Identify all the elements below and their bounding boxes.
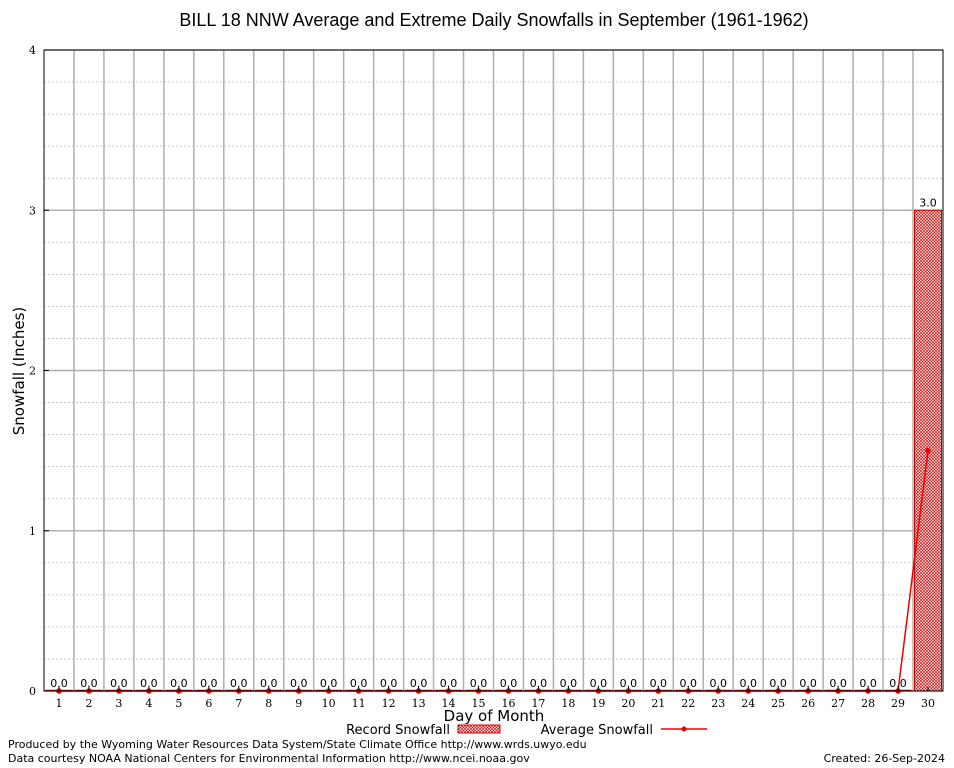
record-value-label: 0.0 [680,677,698,690]
y-axis-label: Snowfall (Inches) [10,307,28,435]
record-value-label: 0.0 [799,677,817,690]
legend-record-label: Record Snowfall [346,723,450,738]
footer-produced-by: Produced by the Wyoming Water Resources … [8,738,587,751]
x-tick-label: 10 [322,697,336,710]
x-tick-label: 17 [531,697,545,710]
record-value-label: 0.0 [260,677,278,690]
record-value-label: 0.0 [170,677,188,690]
legend: Record Snowfall Average Snowfall [346,723,707,738]
record-value-label: 0.0 [350,677,368,690]
x-tick-label: 20 [621,697,635,710]
record-value-label: 0.0 [530,677,548,690]
record-value-label: 0.0 [200,677,218,690]
footer-created-date: Created: 26-Sep-2024 [824,752,945,765]
x-axis-label: Day of Month [444,707,545,725]
x-tick-label: 23 [711,697,725,710]
x-tick-label: 18 [561,697,575,710]
record-value-label: 0.0 [710,677,728,690]
grid [44,49,943,692]
x-tick-label: 21 [651,697,665,710]
record-value-label: 0.0 [769,677,787,690]
y-tick-label: 0 [29,685,36,698]
record-value-label: 0.0 [500,677,518,690]
x-tick-label: 14 [442,697,456,710]
record-value-label: 0.0 [440,677,458,690]
x-tick-label: 1 [55,697,62,710]
y-tick-label: 2 [29,365,36,378]
footer-data-courtesy: Data courtesy NOAA National Centers for … [8,752,530,765]
record-value-label: 0.0 [739,677,757,690]
x-tick-label: 11 [352,697,366,710]
record-value-label: 0.0 [50,677,68,690]
legend-record-swatch [457,724,501,734]
x-tick-label: 3 [115,697,122,710]
record-value-label: 0.0 [560,677,578,690]
record-value-label: 0.0 [230,677,248,690]
x-tick-label: 22 [681,697,695,710]
x-tick-label: 29 [891,697,905,710]
legend-average-label: Average Snowfall [541,723,653,738]
record-value-label: 0.0 [110,677,128,690]
x-tick-label: 7 [235,697,242,710]
x-tick-label: 19 [591,697,605,710]
record-value-label: 0.0 [80,677,98,690]
record-value-label: 0.0 [470,677,488,690]
legend-average-marker [681,726,687,732]
y-tick-label: 4 [29,44,36,57]
record-value-label: 0.0 [590,677,608,690]
x-tick-label: 30 [921,697,935,710]
record-value-label: 0.0 [620,677,638,690]
x-tick-label: 4 [145,697,152,710]
x-tick-label: 12 [382,697,396,710]
record-value-label: 3.0 [919,196,937,209]
chart-title: BILL 18 NNW Average and Extreme Daily Sn… [179,10,808,30]
x-tick-label: 6 [205,697,212,710]
x-tick-label: 9 [295,697,302,710]
x-tick-label: 16 [501,697,515,710]
x-tick-label: 15 [472,697,486,710]
x-tick-label: 27 [831,697,845,710]
record-value-label: 0.0 [140,677,158,690]
record-value-label: 0.0 [290,677,308,690]
record-value-label: 0.0 [859,677,877,690]
x-tick-label: 13 [412,697,426,710]
y-tick-label: 1 [29,525,36,538]
x-tick-label: 26 [801,697,815,710]
x-tick-label: 25 [771,697,785,710]
record-value-label: 0.0 [650,677,668,690]
x-tick-label: 28 [861,697,875,710]
x-tick-label: 24 [741,697,755,710]
record-value-label: 0.0 [410,677,428,690]
record-value-label: 0.0 [889,677,907,690]
data-labels: 0.0 0.0 0.0 0.0 0.0 0.0 0.0 0.0 0.0 0.0 0.0 0.0 0.0 0… [50,196,937,690]
record-value-label: 0.0 [320,677,338,690]
record-value-label: 0.0 [829,677,847,690]
y-tick-label: 3 [29,204,36,217]
x-tick-label: 5 [175,697,182,710]
x-tick-label: 8 [265,697,272,710]
average-snowfall-point [925,447,931,454]
x-tick-label: 2 [85,697,92,710]
record-value-label: 0.0 [380,677,398,690]
